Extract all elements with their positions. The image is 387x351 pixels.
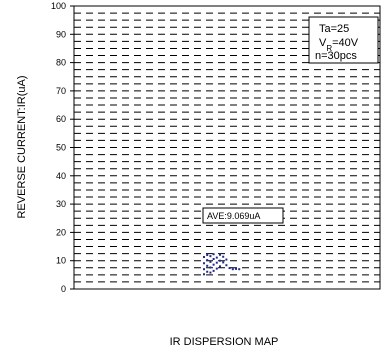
data-point <box>203 273 205 276</box>
y-tick-label: 20 <box>56 227 66 237</box>
data-point <box>219 265 221 268</box>
average-annotation: AVE:9.069uA <box>202 207 284 224</box>
data-point <box>219 259 221 262</box>
data-point <box>209 260 212 263</box>
y-tick-label: 60 <box>56 114 66 124</box>
y-tick-label: 50 <box>56 143 66 153</box>
y-tick-label: 30 <box>56 199 66 209</box>
data-point <box>231 268 234 271</box>
data-point <box>235 267 237 270</box>
data-points <box>203 253 241 276</box>
y-axis-ticks: 0 10 20 30 40 50 60 70 80 90 100 <box>51 1 74 294</box>
data-point <box>206 270 209 273</box>
average-label: AVE:9.069uA <box>207 211 260 221</box>
data-point <box>212 253 215 256</box>
data-point <box>212 269 215 272</box>
data-point <box>203 262 205 265</box>
data-point <box>215 261 218 264</box>
y-tick-label: 10 <box>56 256 66 266</box>
data-point <box>206 254 209 257</box>
y-tick-label: 40 <box>56 171 66 181</box>
y-tick-label: 0 <box>61 284 66 294</box>
data-point <box>206 264 209 267</box>
data-point <box>219 253 221 256</box>
info-ta: Ta=25 <box>319 23 349 35</box>
data-point <box>225 258 228 261</box>
data-point <box>222 255 225 258</box>
data-point <box>212 258 215 261</box>
data-point <box>209 266 212 269</box>
chart-title: IR DISPERSION MAP <box>170 336 279 348</box>
y-tick-label: 80 <box>56 58 66 68</box>
info-box: Ta=25 VR=40V n=30pcs <box>308 16 379 64</box>
y-axis-label: REVERSE CURRENT:IR(uA) <box>16 75 28 218</box>
info-box-frame <box>308 16 379 64</box>
data-point <box>203 268 205 271</box>
info-vr: VR=40V <box>319 37 359 53</box>
average-box <box>202 207 284 224</box>
info-n: n=30pcs <box>315 50 357 62</box>
data-point <box>215 267 218 270</box>
data-point <box>212 263 215 266</box>
data-point <box>228 267 231 270</box>
data-point <box>206 259 209 262</box>
data-point <box>215 256 218 259</box>
data-point <box>238 268 241 271</box>
y-tick-label: 90 <box>56 29 66 39</box>
data-point <box>225 264 228 267</box>
y-tick-label: 70 <box>56 86 66 96</box>
data-point <box>203 256 205 259</box>
y-tick-label: 100 <box>51 1 66 11</box>
data-point <box>222 261 225 264</box>
data-point <box>209 271 212 274</box>
data-point <box>209 255 212 258</box>
